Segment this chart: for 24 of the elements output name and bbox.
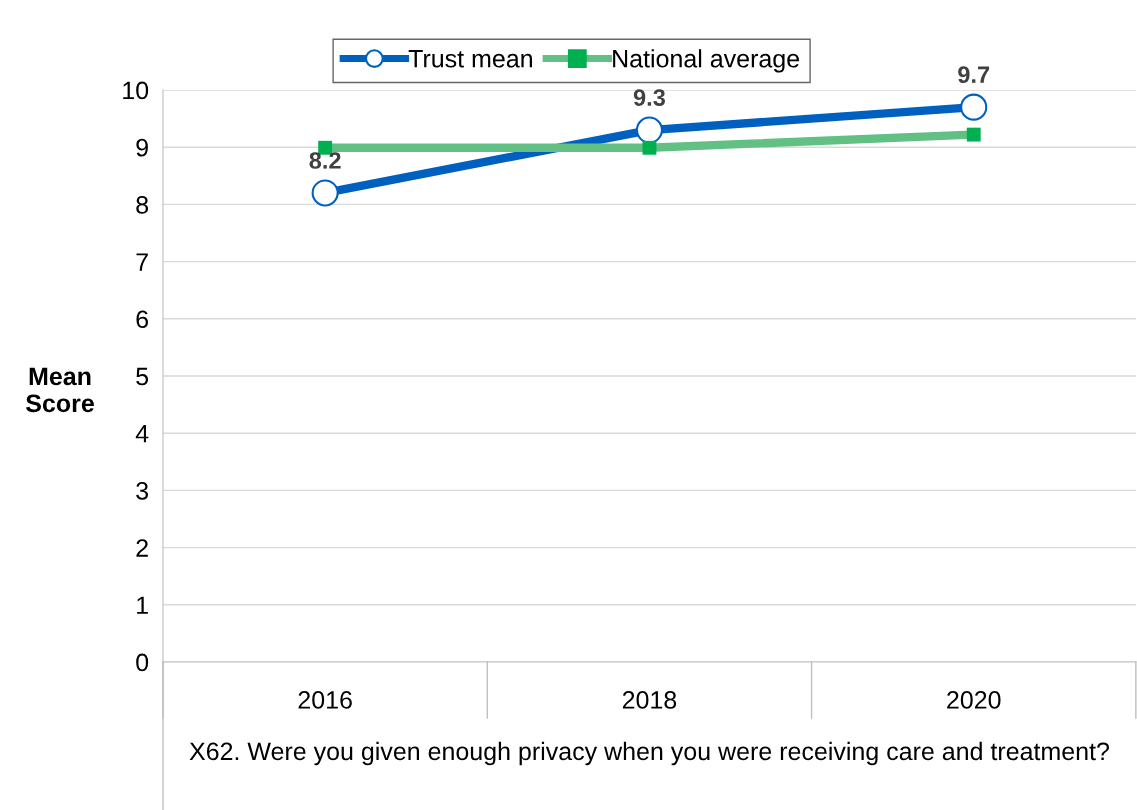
y-tick-label: 10	[123, 81, 149, 100]
x-axis-title: X62. Were you given enough privacy when you were receiving care and treatment?	[189, 741, 1109, 766]
data-label: 9.3	[633, 89, 665, 106]
y-tick-label: 2	[136, 539, 148, 557]
y-tick-label: 1	[137, 596, 148, 614]
y-tick-label: 3	[136, 482, 149, 500]
x-tick-label: 2020	[947, 691, 1001, 709]
y-axis-title: Mean Score	[25, 367, 94, 413]
point	[960, 93, 988, 121]
x-tick-label: 2016	[298, 691, 352, 709]
y-tick-label: 4	[135, 425, 149, 443]
y-tick-label: 0	[136, 653, 149, 672]
legend-label: National average	[613, 49, 799, 73]
y-tick-label: 8	[136, 196, 149, 214]
y-tick-label: 7	[136, 253, 148, 271]
legend-label: Trust mean	[408, 50, 532, 68]
y-tick-label: 9	[136, 138, 148, 157]
point	[311, 179, 339, 207]
y-tick-label: 5	[136, 367, 149, 386]
point	[635, 116, 663, 144]
data-label: 9.7	[958, 66, 990, 84]
y-tick-label: 6	[136, 310, 149, 329]
data-label: 8.2	[309, 152, 341, 169]
x-tick-label: 2018	[622, 691, 677, 709]
